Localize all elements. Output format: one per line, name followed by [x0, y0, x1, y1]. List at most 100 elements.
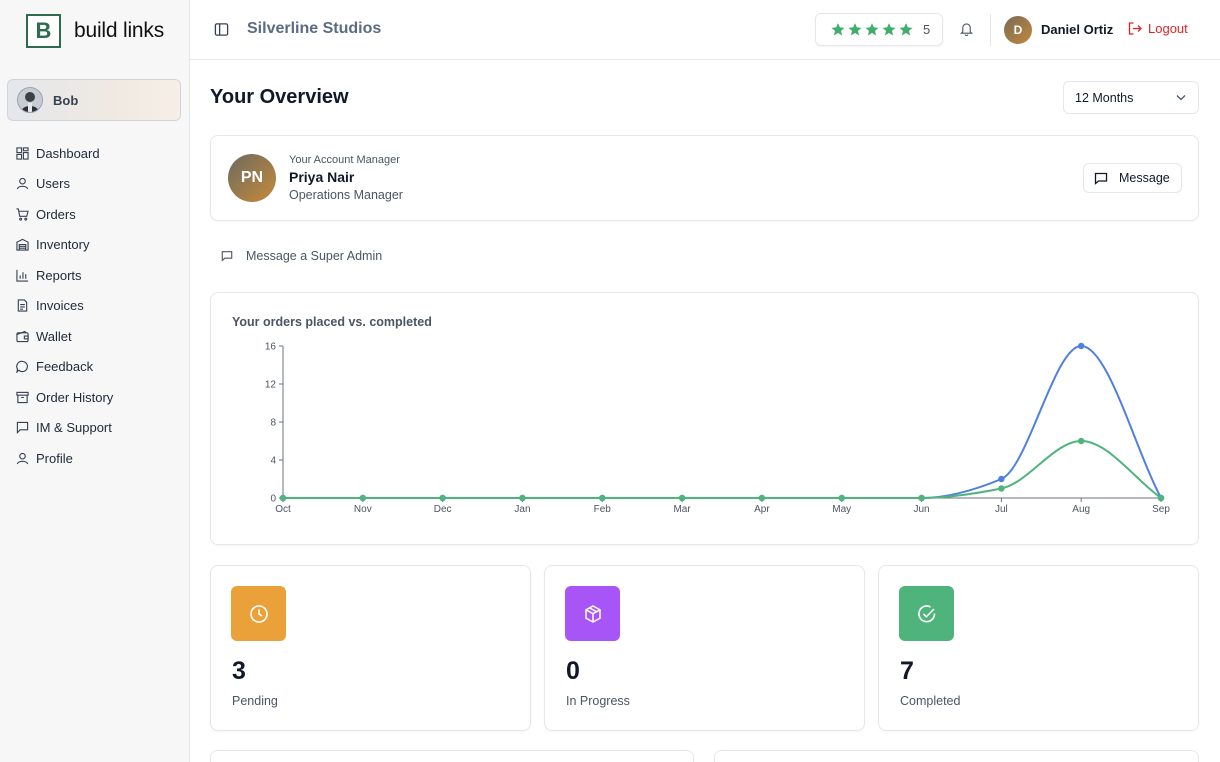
sidebar-item-inventory[interactable]: Inventory	[16, 230, 113, 261]
brand-logo[interactable]: B build links	[26, 14, 164, 48]
data-point-1[interactable]	[599, 494, 606, 502]
period-value: 12 Months	[1075, 90, 1134, 105]
header-divider	[990, 14, 991, 46]
chart-title: Your orders placed vs. completed	[232, 315, 432, 329]
sidebar-item-label: Profile	[36, 450, 73, 466]
data-point-1[interactable]	[519, 494, 526, 502]
rating-value: 5	[923, 22, 931, 37]
star-icon	[848, 23, 862, 36]
data-point-1[interactable]	[439, 494, 446, 502]
logout-button[interactable]: Logout	[1128, 21, 1188, 36]
bell-icon[interactable]	[960, 22, 973, 41]
brand-mark: B	[26, 14, 61, 48]
star-icon	[899, 23, 913, 36]
message-square-icon	[16, 421, 29, 435]
x-tick-label: Jun	[913, 504, 929, 515]
data-point-1[interactable]	[838, 494, 845, 502]
header-user-name[interactable]: Daniel Ortiz	[1041, 22, 1114, 37]
data-point-1[interactable]	[998, 485, 1005, 492]
data-point-1[interactable]	[1157, 494, 1165, 502]
data-point-1[interactable]	[279, 494, 287, 502]
x-tick-label: Nov	[354, 504, 372, 515]
x-tick-label: Mar	[673, 504, 691, 515]
message-button[interactable]: Message	[1083, 163, 1182, 193]
x-tick-label: May	[832, 504, 851, 515]
data-point-1[interactable]	[678, 494, 686, 502]
series-line-1	[283, 439, 1162, 499]
sidebar-item-label: Users	[36, 176, 70, 192]
stat-label: Pending	[232, 694, 278, 708]
manager-caption: Your Account Manager	[289, 154, 400, 166]
sidebar-item-profile[interactable]: Profile	[16, 443, 113, 474]
message-button-label: Message	[1119, 171, 1170, 185]
period-select[interactable]: 12 Months	[1063, 81, 1199, 114]
check-circle-icon	[899, 586, 954, 641]
file-icon	[16, 299, 29, 312]
sidebar-item-label: Order History	[36, 389, 114, 405]
y-tick-label: 8	[270, 418, 276, 429]
y-tick-label: 16	[265, 342, 277, 353]
sidebar-item-label: Dashboard	[36, 145, 100, 161]
y-tick-label: 4	[270, 456, 276, 467]
page-title: Your Overview	[210, 86, 349, 108]
sidebar-item-users[interactable]: Users	[16, 169, 113, 200]
sidebar-item-label: Invoices	[36, 298, 84, 314]
data-point-1[interactable]	[918, 494, 925, 502]
data-point-1[interactable]	[1077, 437, 1085, 445]
sidebar-item-orders[interactable]: Orders	[16, 199, 113, 230]
message-super-admin-link[interactable]: Message a Super Admin	[221, 249, 382, 263]
person-photo-icon	[21, 92, 39, 112]
avatar[interactable]: D	[1004, 16, 1032, 44]
bottom-card-left	[210, 750, 694, 762]
archive-icon	[16, 391, 29, 404]
x-tick-label: Oct	[275, 504, 291, 515]
stat-card-completed: 7 Completed	[878, 565, 1199, 731]
sidebar-user-name: Bob	[53, 92, 79, 108]
logout-label: Logout	[1148, 21, 1188, 36]
y-tick-label: 0	[270, 494, 276, 505]
sidebar-user-chip[interactable]: Bob	[7, 79, 181, 121]
stat-label: Completed	[900, 694, 961, 708]
sidebar-item-order-history[interactable]: Order History	[16, 382, 113, 413]
bottom-card-right	[714, 750, 1199, 762]
sidebar-item-label: Orders	[36, 206, 76, 222]
sidebar-item-dashboard[interactable]: Dashboard	[16, 138, 113, 169]
stat-value: 3	[232, 657, 246, 685]
message-circle-icon	[16, 360, 29, 374]
x-tick-label: Jul	[995, 504, 1008, 515]
x-tick-label: Jan	[514, 504, 530, 515]
x-tick-label: Dec	[434, 504, 452, 515]
y-tick-label: 12	[265, 380, 277, 391]
wallet-icon	[16, 330, 29, 343]
dashboard-icon	[16, 147, 29, 160]
message-square-icon	[221, 251, 233, 262]
manager-role: Operations Manager	[289, 188, 403, 202]
x-tick-label: Feb	[594, 504, 612, 515]
data-point-0[interactable]	[998, 475, 1005, 483]
sidebar-item-reports[interactable]: Reports	[16, 260, 113, 291]
sidebar-item-label: IM & Support	[36, 420, 112, 436]
manager-avatar: PN	[228, 154, 276, 202]
stat-value: 7	[900, 657, 914, 685]
series-line-0	[283, 344, 1162, 499]
sidebar-item-feedback[interactable]: Feedback	[16, 352, 113, 383]
x-tick-label: Apr	[754, 504, 770, 515]
sidebar-nav: Dashboard Users Orders Inventory Reports	[16, 138, 113, 474]
clock-icon	[231, 586, 286, 641]
user-icon	[16, 452, 29, 465]
rating-badge[interactable]: 5	[815, 13, 943, 46]
sidebar-item-label: Feedback	[36, 359, 94, 375]
top-header: Silverline Studios 5 D Daniel Ortiz Logo…	[190, 0, 1220, 60]
orders-line-chart: 0 4 8 12 16 Oct Nov Dec Jan Feb Mar Apr May Jun Jul Aug…	[265, 342, 1170, 516]
sidebar-item-invoices[interactable]: Invoices	[16, 291, 113, 322]
sidebar-item-label: Wallet	[36, 328, 72, 344]
logout-icon	[1128, 22, 1142, 35]
sidebar-item-im-support[interactable]: IM & Support	[16, 413, 113, 444]
sidebar-item-wallet[interactable]: Wallet	[16, 321, 113, 352]
user-icon	[16, 177, 29, 190]
data-point-1[interactable]	[359, 494, 367, 502]
stat-card-pending: 3 Pending	[210, 565, 531, 731]
sidebar-toggle-icon[interactable]	[214, 22, 230, 38]
data-point-0[interactable]	[1077, 342, 1085, 350]
data-point-1[interactable]	[758, 494, 766, 502]
